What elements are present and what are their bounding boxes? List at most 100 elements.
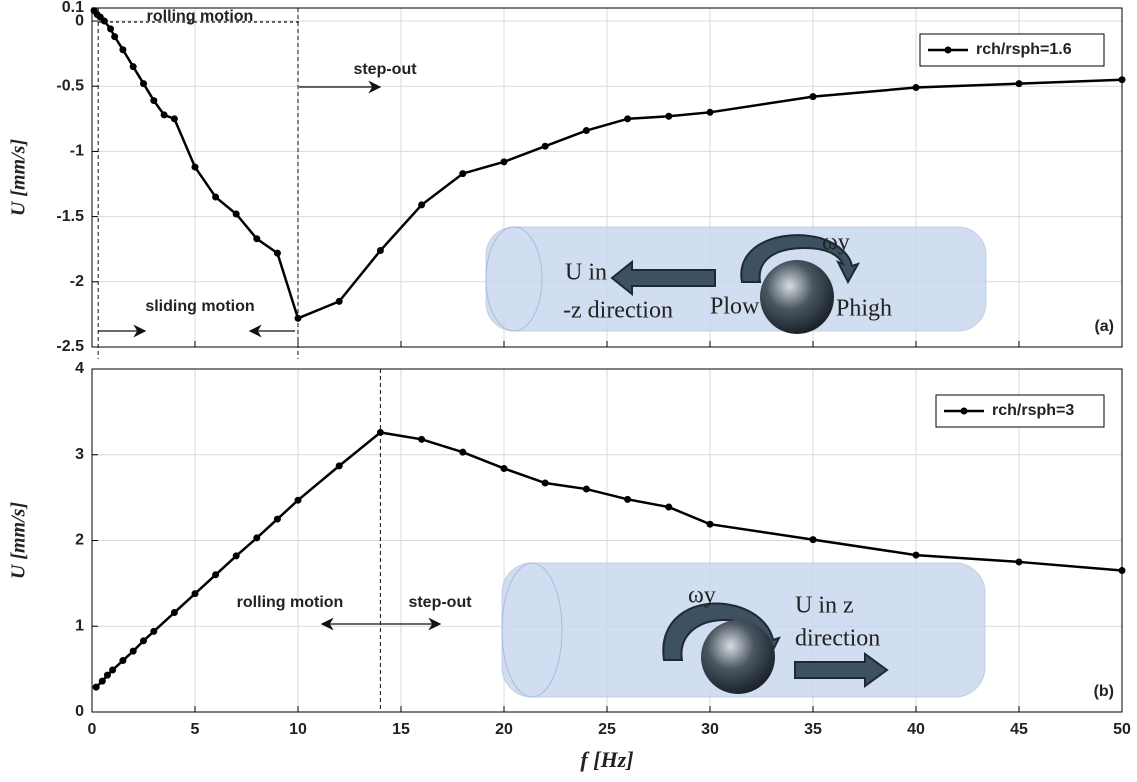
data-point bbox=[501, 465, 508, 472]
data-point bbox=[501, 158, 508, 165]
data-point bbox=[1016, 558, 1023, 565]
data-point bbox=[212, 571, 219, 578]
y-tick-label: 4 bbox=[75, 360, 84, 377]
annotation: step-out bbox=[353, 61, 417, 78]
data-point bbox=[233, 211, 240, 218]
data-point bbox=[140, 637, 147, 644]
legend-label: rch/rsph=1.6 bbox=[976, 41, 1072, 58]
y-tick-label: -1 bbox=[70, 143, 84, 160]
data-point bbox=[130, 63, 137, 70]
data-point bbox=[1119, 76, 1126, 83]
data-point bbox=[583, 486, 590, 493]
data-point bbox=[542, 480, 549, 487]
data-point bbox=[171, 115, 178, 122]
data-point bbox=[418, 436, 425, 443]
data-point bbox=[253, 534, 260, 541]
data-point bbox=[140, 80, 147, 87]
annotation: Plow bbox=[710, 294, 760, 320]
annotation: rolling motion bbox=[237, 594, 344, 611]
data-point bbox=[459, 170, 466, 177]
annotation: rolling motion bbox=[147, 8, 254, 25]
data-point bbox=[119, 657, 126, 664]
data-point bbox=[192, 164, 199, 171]
data-point bbox=[274, 250, 281, 257]
data-point bbox=[707, 109, 714, 116]
data-point bbox=[583, 127, 590, 134]
data-point bbox=[101, 18, 108, 25]
legend-marker bbox=[961, 408, 968, 415]
data-point bbox=[107, 25, 114, 32]
data-point bbox=[150, 97, 157, 104]
data-point bbox=[418, 201, 425, 208]
x-tick-label: 45 bbox=[1010, 721, 1028, 738]
data-point bbox=[161, 111, 168, 118]
y-tick-label: 0 bbox=[75, 703, 84, 720]
x-tick-label: 10 bbox=[289, 721, 307, 738]
x-tick-label: 5 bbox=[191, 721, 200, 738]
y-tick-label: 1 bbox=[75, 617, 84, 634]
x-tick-label: 50 bbox=[1113, 721, 1131, 738]
data-point bbox=[99, 678, 106, 685]
y-tick-label: -2.5 bbox=[56, 338, 84, 355]
data-point bbox=[336, 298, 343, 305]
data-point bbox=[130, 648, 137, 655]
y-tick-label: 2 bbox=[75, 532, 84, 549]
data-point bbox=[212, 194, 219, 201]
panel-label: (a) bbox=[1094, 318, 1114, 335]
y-axis-label: U [mm/s] bbox=[8, 139, 30, 217]
x-tick-label: 30 bbox=[701, 721, 719, 738]
x-tick-label: 40 bbox=[907, 721, 925, 738]
data-point bbox=[377, 429, 384, 436]
data-point bbox=[665, 504, 672, 511]
data-point bbox=[707, 521, 714, 528]
x-tick-label: 35 bbox=[804, 721, 822, 738]
data-point bbox=[665, 113, 672, 120]
legend-marker bbox=[945, 47, 952, 54]
data-point bbox=[913, 84, 920, 91]
annotation: direction bbox=[795, 626, 880, 652]
data-point bbox=[336, 462, 343, 469]
data-point bbox=[1119, 567, 1126, 574]
data-point bbox=[233, 552, 240, 559]
data-point bbox=[192, 590, 199, 597]
x-axis-label: f [Hz] bbox=[580, 747, 633, 772]
data-point bbox=[295, 497, 302, 504]
annotation: step-out bbox=[408, 594, 472, 611]
y-tick-label: 3 bbox=[75, 446, 84, 463]
data-point bbox=[111, 33, 118, 40]
y-tick-label: -0.5 bbox=[56, 77, 84, 94]
data-point bbox=[1016, 80, 1023, 87]
data-point bbox=[459, 449, 466, 456]
chart: 0 5 10 15 20 25 30 35 40 45 50 0 1 2 3 4 U [mm/s] f [Hz] (… bbox=[0, 0, 1137, 782]
y-tick-label: -2 bbox=[70, 273, 84, 290]
x-tick-label: 15 bbox=[392, 721, 410, 738]
data-point bbox=[913, 552, 920, 559]
data-point bbox=[93, 684, 100, 691]
x-tick-label: 25 bbox=[598, 721, 616, 738]
data-point bbox=[274, 516, 281, 523]
arrows bbox=[98, 22, 440, 624]
y-tick-label: -1.5 bbox=[56, 208, 84, 225]
annotation: Phigh bbox=[836, 296, 892, 322]
data-point bbox=[109, 666, 116, 673]
panel-label: (b) bbox=[1094, 683, 1114, 700]
annotation: sliding motion bbox=[145, 298, 254, 315]
annotation: ωy bbox=[822, 230, 850, 256]
data-point bbox=[104, 672, 111, 679]
data-point bbox=[171, 609, 178, 616]
data-point bbox=[542, 143, 549, 150]
data-point bbox=[624, 496, 631, 503]
y-axis-label: U [mm/s] bbox=[8, 502, 30, 580]
annotation: ωy bbox=[688, 583, 716, 609]
data-point bbox=[810, 93, 817, 100]
data-point bbox=[624, 115, 631, 122]
annotation: U in z bbox=[795, 593, 854, 619]
legend-label: rch/rsph=3 bbox=[992, 402, 1074, 419]
x-tick-label: 20 bbox=[495, 721, 513, 738]
x-tick-label: 0 bbox=[88, 721, 97, 738]
data-point bbox=[295, 315, 302, 322]
data-point bbox=[810, 536, 817, 543]
inset-b bbox=[502, 563, 985, 697]
y-tick-label: 0 bbox=[75, 12, 84, 29]
data-point bbox=[377, 247, 384, 254]
